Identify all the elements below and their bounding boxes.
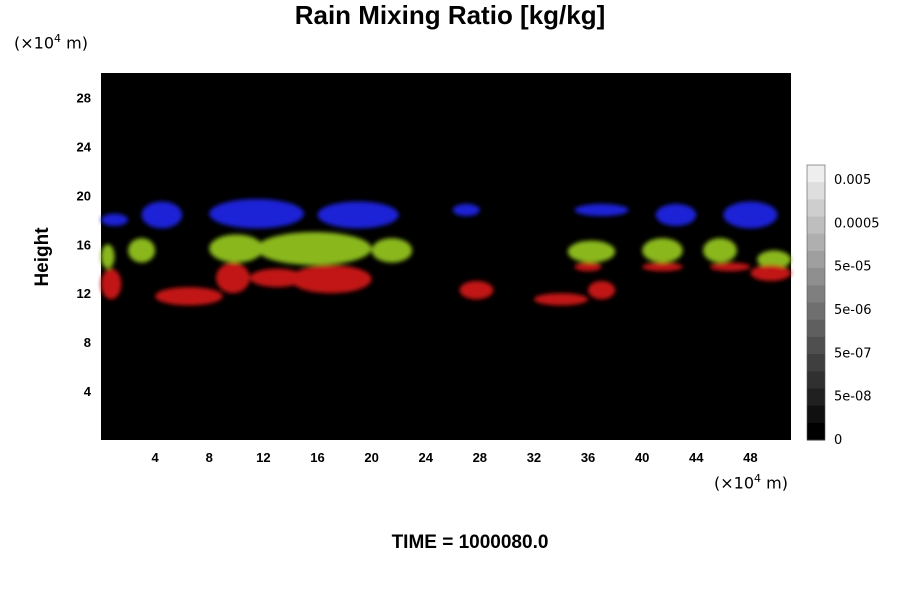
x-tick-label: 24: [418, 450, 433, 465]
red-region-25: [574, 262, 602, 272]
red-region-21: [290, 265, 372, 294]
blue-region-7: [723, 201, 778, 229]
plot-area: [101, 73, 791, 440]
y-tick-label: 28: [77, 90, 91, 105]
time-label: TIME = 1000080.0: [391, 532, 549, 553]
red-region-27: [709, 262, 751, 272]
y-tick-label: 4: [84, 384, 92, 399]
x-unit-exponent: 4: [754, 472, 762, 485]
colorbar-cell: [807, 319, 825, 338]
blue-region-4: [452, 203, 480, 217]
colorbar-label: 0.0005: [834, 216, 880, 231]
y-unit-prefix: (×10: [14, 33, 55, 53]
x-axis-ticks: 4 8 12 16 20 24 28 32 36 40 44 48: [152, 450, 758, 465]
x-tick-label: 32: [527, 450, 541, 465]
blue-region-5: [574, 203, 629, 217]
red-region-26: [642, 262, 683, 272]
red-region-19: [216, 262, 250, 294]
colorbar-cell: [807, 371, 825, 389]
y-tick-label: 8: [84, 335, 91, 350]
y-tick-label: 20: [77, 188, 91, 203]
colorbar-cell: [807, 182, 825, 200]
green-region-12: [371, 238, 413, 263]
x-tick-label: 12: [256, 450, 270, 465]
y-unit-exponent: 4: [54, 32, 62, 45]
colorbar-label: 0.005: [834, 173, 871, 188]
colorbar-cell: [807, 422, 825, 441]
y-tick-label: 12: [77, 286, 91, 301]
colorbar-label: 5e-08: [834, 390, 872, 405]
red-region-28: [750, 265, 791, 281]
red-region-20: [249, 268, 304, 288]
colorbar-cell: [807, 285, 825, 303]
colorbar-label: 5e-07: [834, 346, 872, 361]
x-unit-prefix: (×10: [714, 473, 755, 493]
colorbar-cell: [807, 199, 825, 218]
green-region-8: [101, 244, 115, 269]
y-axis-ticks: 4 8 12 16 20 24 28: [77, 90, 92, 399]
colorbar-cell: [807, 216, 825, 235]
blue-region-2: [209, 199, 304, 229]
colorbar-labels: 0.005 0.0005 5e-05 5e-06 5e-07 5e-08 0: [834, 173, 880, 448]
green-region-14: [642, 238, 683, 263]
red-region-23: [533, 293, 589, 306]
colorbar-cell: [807, 302, 825, 321]
x-tick-label: 16: [310, 450, 324, 465]
red-region-22: [459, 280, 494, 300]
colorbar-cell: [807, 233, 825, 252]
chart-title: Rain Mixing Ratio [kg/kg]: [294, 0, 606, 30]
colorbar-cell: [807, 336, 825, 355]
colorbar-cell: [807, 250, 825, 269]
x-tick-label: 28: [473, 450, 487, 465]
colorbar-label: 5e-05: [834, 260, 872, 275]
colorbar-label: 5e-06: [834, 303, 872, 318]
colorbar-frame: [806, 164, 826, 441]
y-tick-label: 24: [77, 139, 92, 154]
green-region-10: [209, 234, 264, 263]
colorbar-cell: [807, 354, 825, 372]
green-region-13: [567, 240, 616, 263]
blue-region-6: [655, 203, 697, 226]
x-tick-label: 8: [206, 450, 213, 465]
colorbar-cell: [807, 405, 825, 424]
x-unit-suffix: m): [761, 473, 788, 493]
y-tick-label: 16: [77, 237, 91, 252]
x-tick-label: 20: [364, 450, 378, 465]
red-region-18: [155, 287, 223, 306]
blue-region-1: [141, 201, 183, 229]
x-tick-label: 36: [581, 450, 595, 465]
colorbar-label: 0: [834, 433, 842, 448]
green-region-16: [757, 250, 792, 269]
x-tick-label: 4: [152, 450, 160, 465]
green-region-15: [703, 238, 737, 263]
y-unit-suffix: m): [61, 33, 88, 53]
data-regions: [101, 199, 792, 306]
colorbar-cell: [807, 388, 825, 407]
x-tick-label: 44: [689, 450, 704, 465]
x-tick-label: 40: [635, 450, 649, 465]
colorbar-cell: [807, 165, 825, 183]
colorbar: [806, 164, 826, 441]
red-region-24: [588, 280, 616, 300]
colorbar-cell: [807, 268, 825, 286]
blue-region-3: [317, 201, 399, 229]
x-tick-label: 48: [743, 450, 757, 465]
x-axis-unit: (×104 m): [714, 472, 788, 492]
blue-region-0: [101, 213, 129, 226]
green-region-11: [256, 232, 372, 266]
y-axis-unit: (×104 m): [14, 32, 88, 52]
red-region-17: [101, 268, 122, 300]
green-region-9: [128, 238, 156, 263]
